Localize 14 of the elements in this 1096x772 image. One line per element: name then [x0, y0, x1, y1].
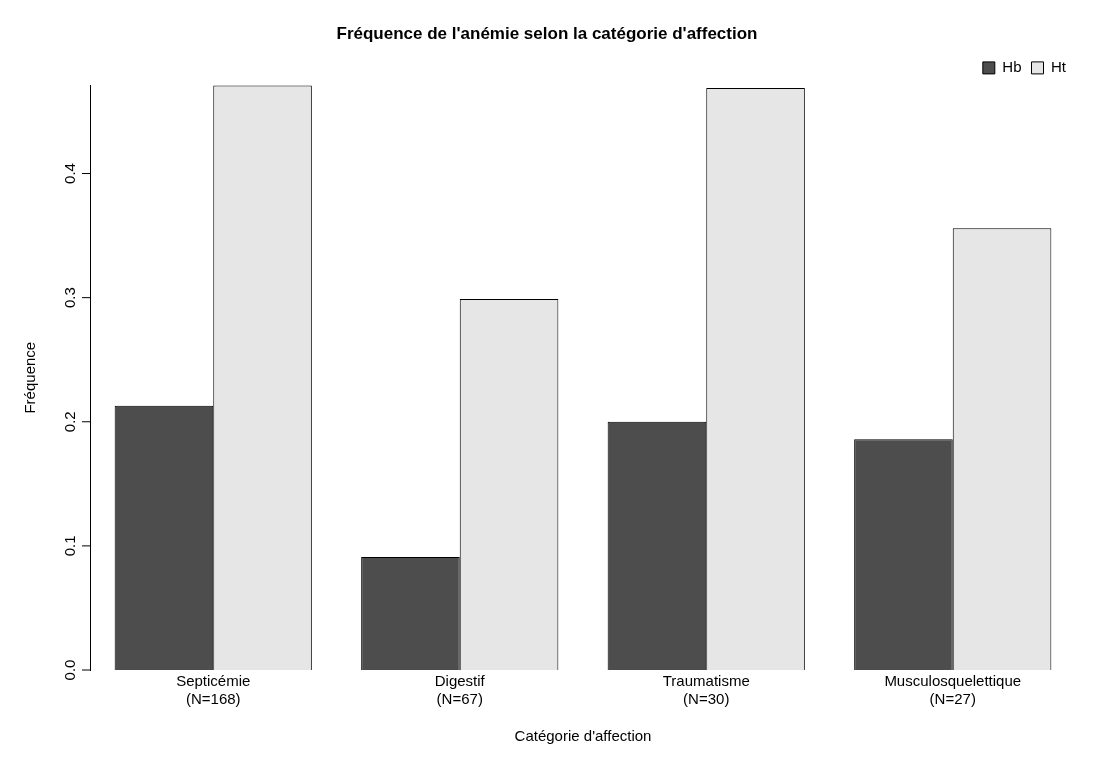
y-tick-label: 0.0 [60, 659, 78, 681]
y-axis-title: Fréquence [21, 341, 39, 414]
x-tick-label: Musculosquelettique (N=27) [884, 672, 1022, 708]
y-tick-label: 0.2 [60, 411, 78, 433]
x-tick-label: Digestif (N=67) [434, 672, 486, 708]
x-tick-label: Septicémie (N=168) [176, 672, 251, 708]
y-tick-label: 0.1 [60, 535, 78, 557]
y-tick-label: 0.3 [60, 287, 78, 309]
y-tick-label: 0.4 [60, 163, 78, 184]
legend-label: Hb [1002, 58, 1022, 76]
x-tick-label: Traumatisme (N=30) [662, 672, 750, 708]
chart-title: Fréquence de l'anémie selon la catégorie d'affection [336, 23, 758, 43]
legend-label: Ht [1051, 58, 1067, 76]
x-axis-title: Catégorie d'affection [514, 727, 652, 745]
